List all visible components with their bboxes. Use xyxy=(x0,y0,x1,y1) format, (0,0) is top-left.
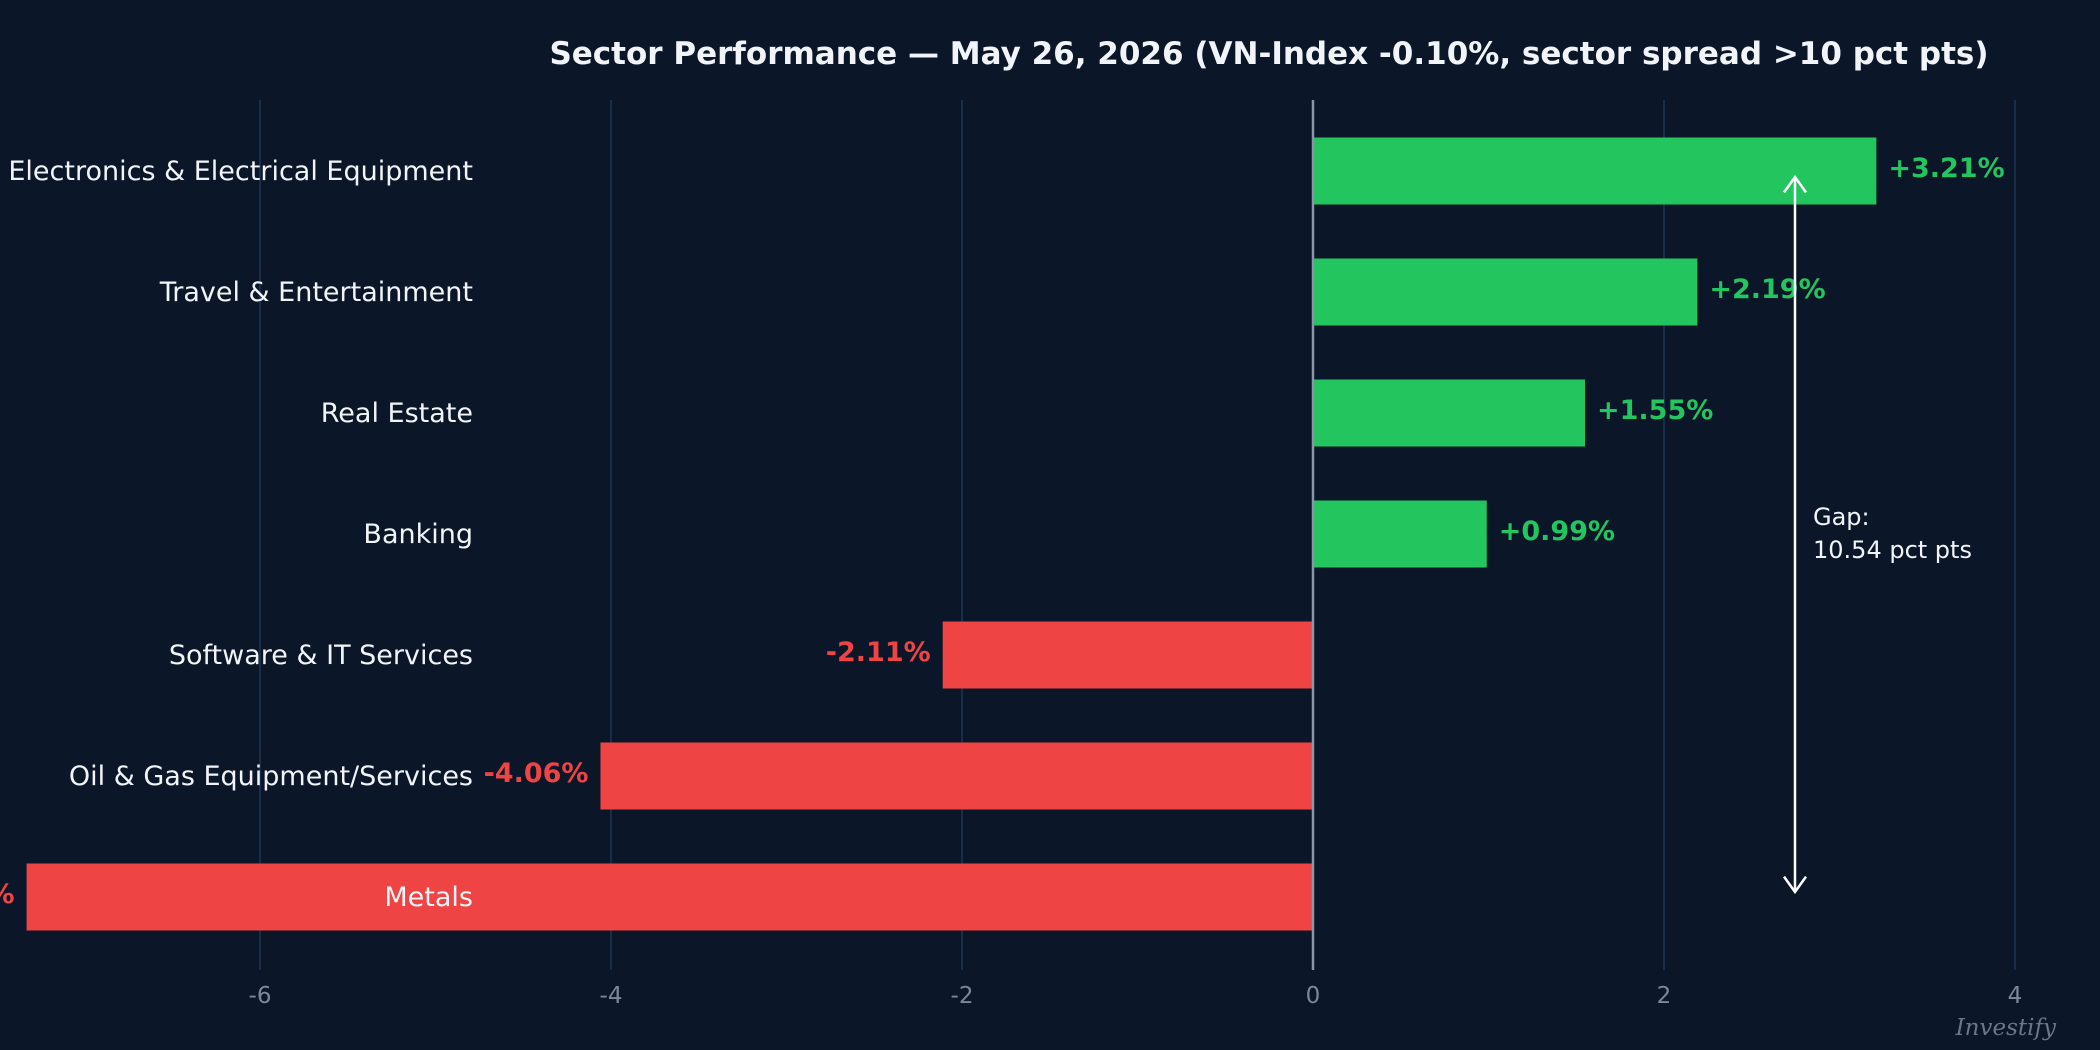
category-label: Travel & Entertainment xyxy=(159,277,473,308)
x-tick-label: 0 xyxy=(1306,983,1321,1009)
annotation-layer: Gap: 10.54 pct pts xyxy=(1782,174,1972,895)
x-tick-label: 4 xyxy=(2008,983,2023,1009)
x-tick-label: 2 xyxy=(1657,983,1672,1009)
label-layer: Electronics & Electrical Equipment +3.21%… xyxy=(0,153,2005,913)
bar xyxy=(1313,500,1487,568)
category-label: Real Estate xyxy=(321,398,473,429)
category-label: Metals xyxy=(384,882,473,913)
value-label: +0.99% xyxy=(1499,516,1615,547)
category-label: Banking xyxy=(363,519,473,550)
bar xyxy=(1313,137,1877,205)
value-label: -2.11% xyxy=(826,637,931,668)
value-label: +2.19% xyxy=(1709,274,1825,305)
category-label: Electronics & Electrical Equipment xyxy=(8,156,473,187)
x-tick-label: -2 xyxy=(951,983,974,1009)
bar-layer xyxy=(26,137,1877,931)
gap-annotation-line: 10.54 pct pts xyxy=(1813,536,1972,564)
gap-arrow-head-bottom xyxy=(1782,875,1808,895)
grid-layer xyxy=(259,100,2016,970)
value-label: -7.33% xyxy=(0,879,15,910)
bar xyxy=(942,621,1313,689)
gap-annotation-line: Gap: xyxy=(1813,503,1870,531)
category-label: Oil & Gas Equipment/Services xyxy=(69,761,473,792)
category-label: Software & IT Services xyxy=(169,640,473,671)
watermark: Investify xyxy=(1955,1015,2057,1041)
bar xyxy=(1313,258,1698,326)
value-label: -4.06% xyxy=(484,758,589,789)
x-tick-label: -6 xyxy=(249,983,272,1009)
bar xyxy=(1313,379,1586,447)
x-tick-label: -4 xyxy=(600,983,623,1009)
bar xyxy=(26,863,1314,931)
value-label: +3.21% xyxy=(1888,153,2004,184)
bar xyxy=(600,742,1313,810)
value-label: +1.55% xyxy=(1597,395,1713,426)
chart-title: Sector Performance — May 26, 2026 (VN-In… xyxy=(549,36,1988,72)
gap-arrow-head-top xyxy=(1782,174,1808,194)
